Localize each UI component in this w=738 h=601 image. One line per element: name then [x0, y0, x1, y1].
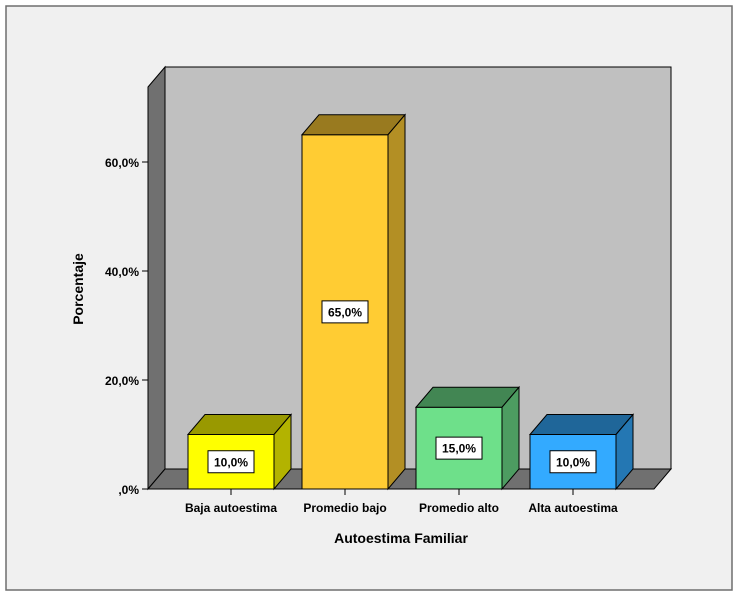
data-label-box [435, 436, 483, 460]
y-tick-label: 40,0% [105, 265, 139, 279]
data-labels: 10,0% 65,0% 15,0% 10,0% [207, 300, 597, 474]
y-tick-label: ,0% [118, 483, 139, 497]
plot-left-wall [147, 65, 166, 491]
bar-top [528, 414, 635, 435]
bar-top [300, 114, 407, 136]
data-label: 10,0% [556, 455, 590, 469]
x-tick-label: Promedio bajo [303, 501, 386, 515]
bar-top [414, 386, 521, 408]
x-tick-label: Baja autoestima [185, 501, 277, 515]
bar [528, 413, 635, 491]
data-label-box [207, 450, 255, 474]
bar-side [501, 385, 520, 491]
x-axis-title: Autoestima Familiar [334, 530, 468, 546]
axes: ,0% 20,0% 40,0% 60,0% [105, 156, 148, 497]
y-axis-title: Porcentaje [70, 253, 86, 325]
x-tick-label: Promedio alto [419, 501, 499, 515]
bar [300, 113, 407, 491]
y-tick-label: 60,0% [105, 156, 139, 170]
data-label-box [321, 300, 369, 324]
y-tick-label: 20,0% [105, 374, 139, 388]
data-label: 15,0% [442, 442, 476, 456]
bar-side [387, 113, 406, 491]
bar-top [186, 414, 293, 435]
x-tick-label: Alta autoestima [528, 501, 618, 515]
bar-side [273, 413, 292, 491]
data-label: 10,0% [214, 455, 248, 469]
bar-side [615, 413, 634, 491]
data-label-box [549, 450, 597, 474]
data-label: 65,0% [328, 305, 362, 319]
